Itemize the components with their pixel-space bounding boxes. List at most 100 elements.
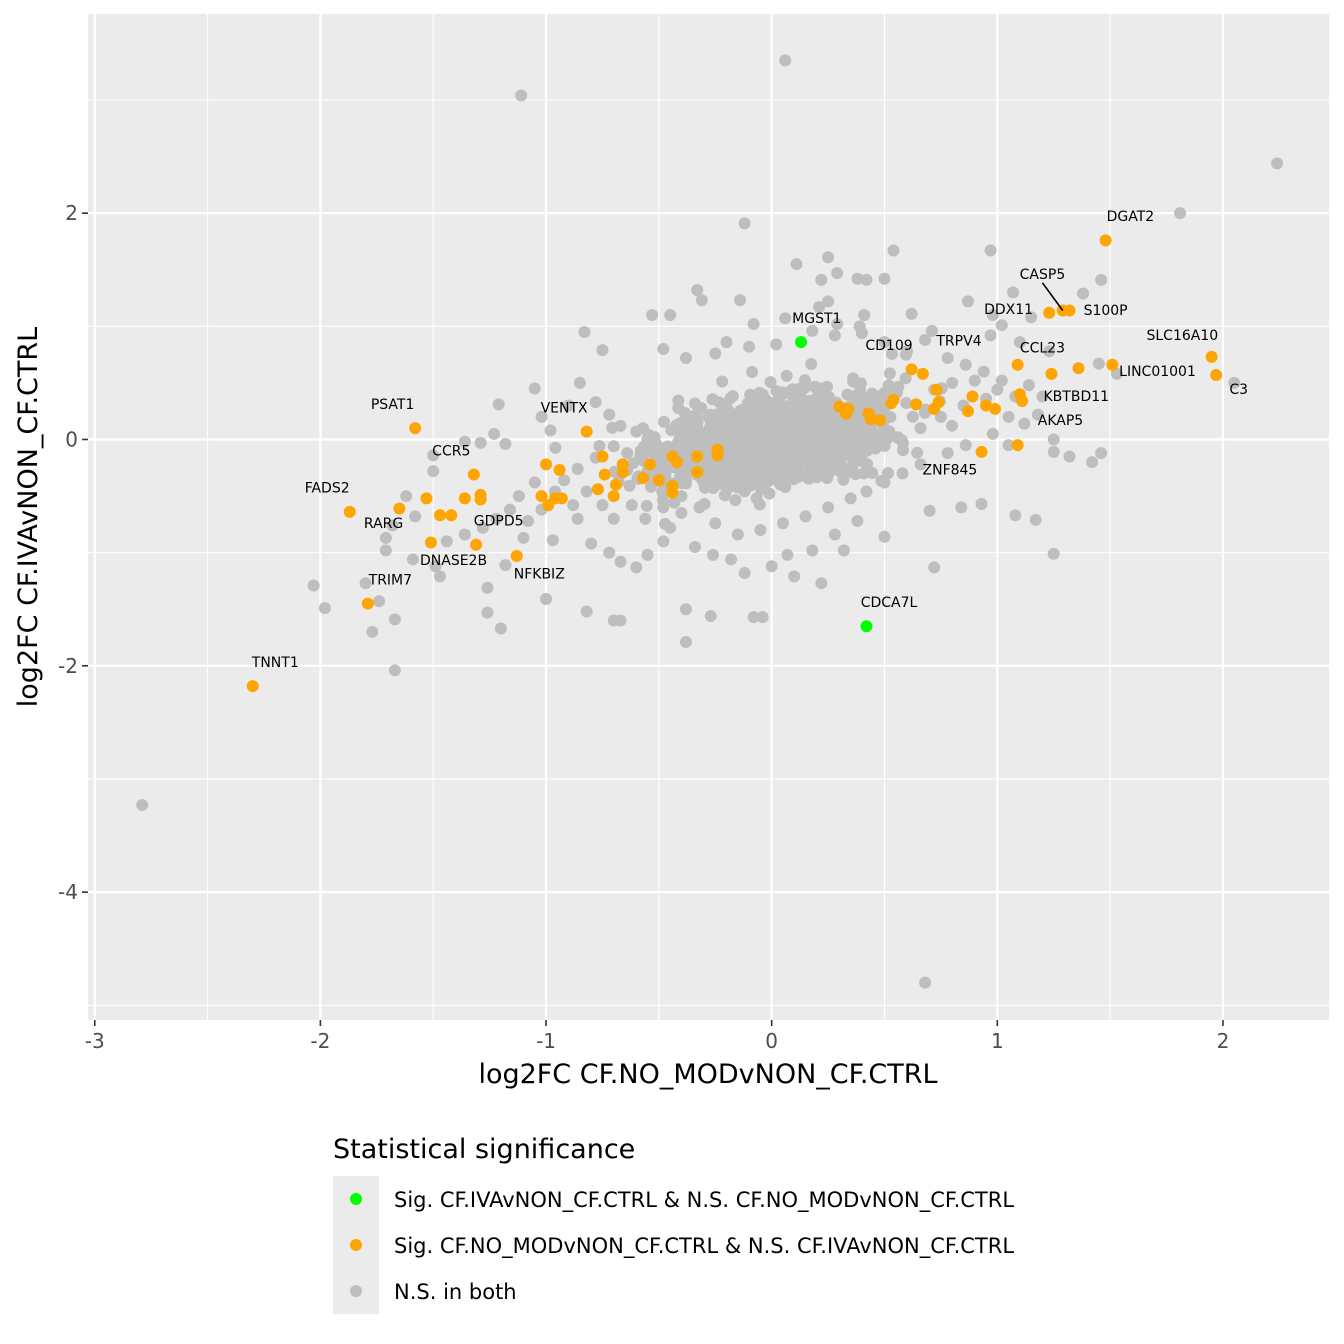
gene-label: TRPV4 [935,334,981,350]
point-ns-both [810,415,823,428]
point-ns-both [722,418,735,431]
point-ns-both [750,492,763,505]
point-ns-both [776,517,789,530]
point-sig-no-mod [989,402,1002,415]
gene-label: AKAP5 [1038,413,1083,429]
legend-label-green: Sig. CF.IVAvNON_CF.CTRL & N.S. CF.NO_MOD… [394,1188,1014,1213]
point-ns-both [596,499,609,512]
point-ns-both [844,492,857,505]
point-ns-both [1047,433,1060,446]
point-ns-both [646,309,659,322]
point-ns-both [373,595,386,608]
point-sig-no-mod [609,478,622,491]
point-ns-both [720,336,733,349]
point-ns-both [427,449,440,462]
point-ns-both [630,425,643,438]
point-ns-both [1092,357,1105,370]
point-ns-both [900,397,913,410]
point-ns-both [544,424,557,437]
point-sig-no-mod [1099,234,1112,247]
point-ns-both [503,503,516,516]
point-ns-both [780,443,793,456]
point-ns-both [738,217,751,230]
point-ns-both [476,521,489,534]
gene-label: PSAT1 [371,397,415,413]
point-ns-both [1025,311,1038,324]
point-ns-both [679,636,692,649]
point-ns-both [603,408,616,421]
point-ns-both [1110,367,1123,380]
point-ns-both [747,611,760,624]
point-ns-both [307,579,320,592]
point-sig-no-mod [1205,350,1218,363]
point-ns-both [760,444,773,457]
point-ns-both [828,528,841,541]
point-sig-no-mod [873,414,886,427]
point-ns-both [379,531,392,544]
point-ns-both [1047,547,1060,560]
gene-label: C3 [1229,382,1248,398]
point-ns-both [822,424,835,437]
point-ns-both [688,540,701,553]
point-ns-both [905,307,918,320]
point-ns-both [571,462,584,475]
point-sig-no-mod [591,483,604,496]
point-ns-both [865,394,878,407]
point-ns-both [822,295,835,308]
gene-label: ZNF845 [923,463,978,479]
point-sig-no-mod [905,363,918,376]
point-ns-both [747,318,760,331]
point-ns-both [709,517,722,530]
point-sig-no-mod [930,383,943,396]
point-ns-both [499,438,512,451]
point-ns-both [765,560,778,573]
point-ns-both [567,499,580,512]
point-ns-both [779,387,792,400]
point-ns-both [675,490,688,503]
point-ns-both [1095,273,1108,286]
point-ns-both [1077,287,1090,300]
point-ns-both [878,272,891,285]
point-ns-both [781,548,794,561]
point-ns-both [558,474,571,487]
point-ns-both [968,374,981,387]
point-ns-both [458,435,471,448]
point-ns-both [634,444,647,457]
point-ns-both [779,312,792,325]
point-ns-both [593,440,606,453]
point-ns-both [704,610,717,623]
point-ns-both [788,570,801,583]
gene-label: CCL23 [1020,340,1065,356]
point-ns-both [621,447,634,460]
point-ns-both [821,472,834,485]
point-sig-no-mod [961,405,974,418]
point-ns-both [815,577,828,590]
y-axis-title: log2FC CF.IVAvNON_CF.CTRL [13,327,44,707]
point-ns-both [775,404,788,417]
point-ns-both [546,534,559,547]
point-ns-both [1086,456,1099,469]
gene-label: CCR5 [432,443,470,459]
y-tick-label: -4 [58,880,78,904]
point-ns-both [860,485,873,498]
point-ns-both [813,301,826,314]
point-ns-both [851,514,864,527]
point-ns-both [1043,345,1056,358]
y-tick-label: 2 [65,201,78,225]
point-ns-both [515,89,528,102]
point-ns-both [919,976,932,989]
gene-label: NFKBIZ [514,567,565,583]
point-ns-both [738,485,751,498]
point-sig-no-mod [1016,395,1029,408]
point-ns-both [991,383,1004,396]
point-ns-both [707,482,720,495]
point-ns-both [941,447,954,460]
point-ns-both [847,372,860,385]
point-sig-no-mod [910,398,923,411]
point-ns-both [878,476,891,489]
gene-label: CDCA7L [861,595,918,611]
point-ns-both [700,454,713,467]
axes-layer: -3 -2 -1 0 1 2 -4 -2 0 2 [58,201,1229,1053]
point-ns-both [1022,379,1035,392]
point-sig-no-mod [691,466,704,479]
